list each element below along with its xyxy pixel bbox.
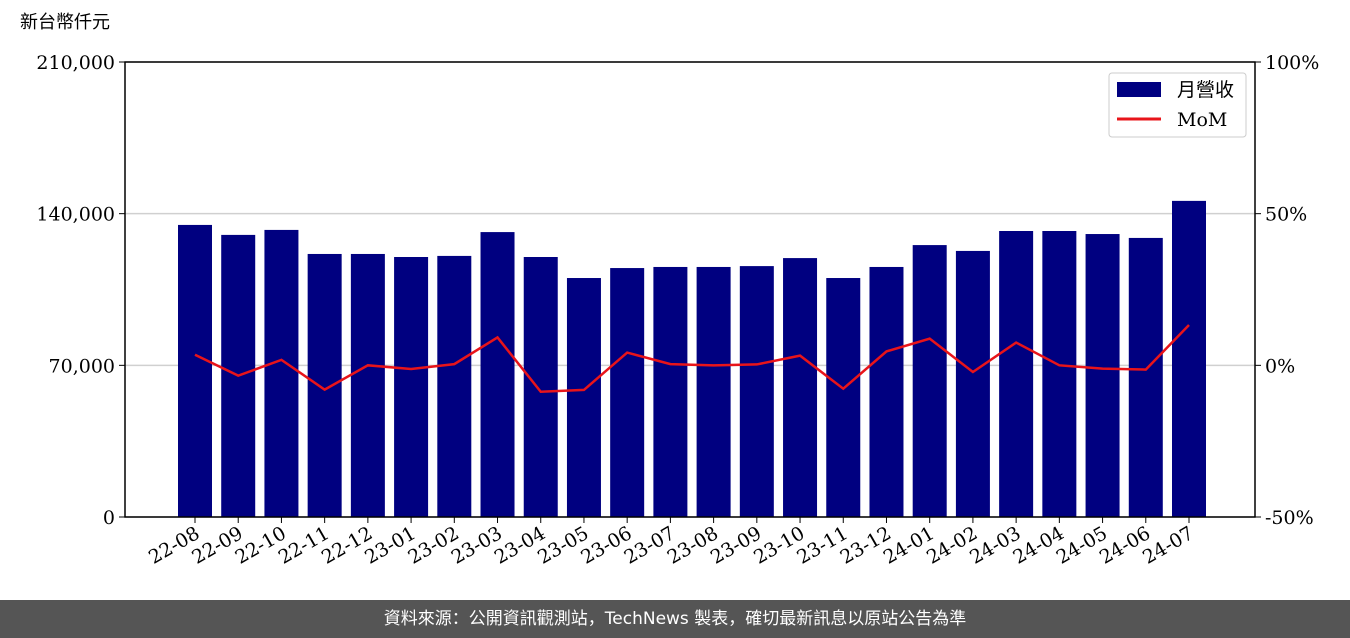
line (194, 324, 1190, 393)
plot-frame (124, 61, 1256, 518)
legend-label: 月營收 (1177, 79, 1234, 101)
y2-tick-label: 0% (1265, 355, 1295, 377)
bar (653, 266, 688, 517)
footer: 資料來源：公開資訊觀測站，TechNews 製表，確切最新訊息以原站公告為準 (0, 600, 1350, 638)
y-tick-label: 0 (103, 507, 115, 529)
y2-tick-label: 100% (1265, 52, 1319, 74)
bar (1128, 237, 1163, 517)
bar (307, 253, 342, 517)
legend-swatch (1117, 82, 1161, 97)
x-tick-label: 24-07 (1139, 522, 1197, 568)
bar (696, 266, 731, 517)
y2-tick-label: 50% (1265, 204, 1307, 226)
bar (480, 232, 515, 518)
bar (437, 255, 472, 517)
bar (350, 253, 385, 517)
bar (783, 258, 818, 517)
bar (869, 266, 904, 517)
bar (264, 229, 299, 517)
bar (523, 257, 558, 517)
bar (1085, 234, 1120, 518)
y2-tick-label: -50% (1265, 507, 1314, 529)
y-unit-label: 新台幣仟元 (20, 12, 110, 33)
bar (178, 224, 212, 517)
bar (1172, 200, 1206, 517)
y-tick-label: 70,000 (49, 355, 115, 377)
bar (739, 266, 774, 517)
bar (1042, 231, 1077, 517)
bar (394, 257, 429, 517)
bar (999, 231, 1034, 517)
legend-label: MoM (1177, 109, 1227, 131)
y-tick-label: 140,000 (36, 204, 115, 226)
chart: 新台幣仟元 0 70,000 140,000 210,000 -50% 0% 50% 100%… (20, 12, 1319, 569)
bar (610, 268, 645, 517)
bar (912, 245, 947, 518)
bar (826, 278, 861, 517)
y-tick-label: 210,000 (36, 52, 115, 74)
bar (955, 250, 990, 517)
bar (566, 278, 601, 517)
